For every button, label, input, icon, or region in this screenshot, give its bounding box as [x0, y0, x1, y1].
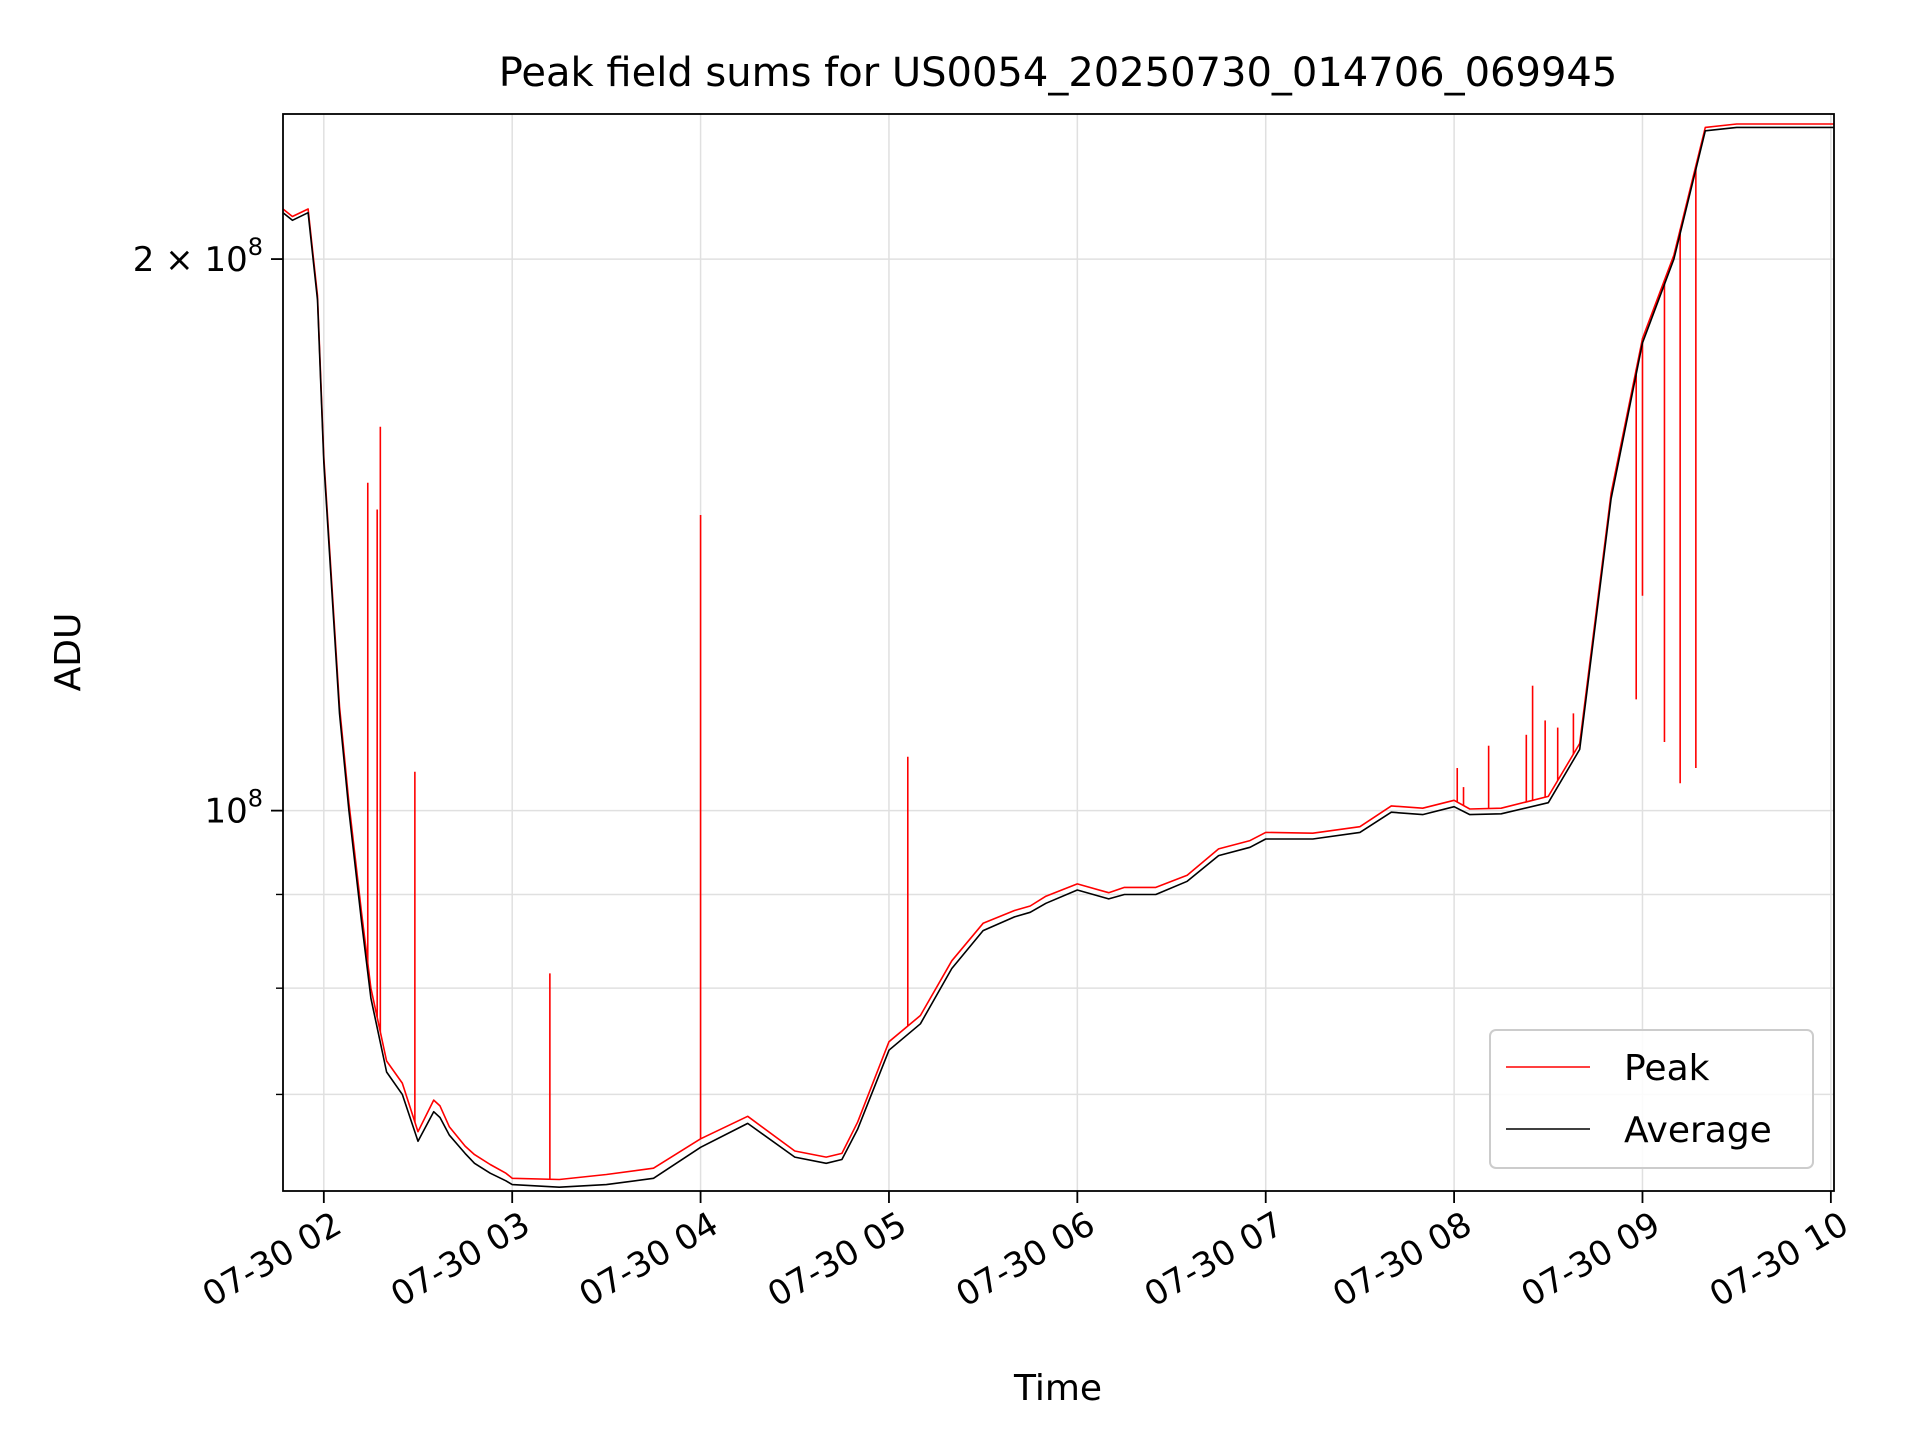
plot-area-frame — [282, 113, 1835, 1192]
y-axis-label: ADU — [48, 613, 89, 692]
x-axis-label: Time — [1013, 1368, 1102, 1409]
legend: Peak Average — [1489, 1029, 1814, 1169]
legend-label-peak: Peak — [1624, 1048, 1710, 1089]
legend-label-average: Average — [1624, 1110, 1772, 1151]
y-tick-label: 2 × 108 — [133, 233, 263, 280]
series-layer — [282, 123, 1834, 1188]
chart-title: Peak field sums for US0054_20250730_0147… — [499, 50, 1618, 96]
series-line-average — [282, 126, 1834, 1188]
y-tick-label: 108 — [204, 785, 263, 832]
legend-box — [1489, 1029, 1814, 1169]
